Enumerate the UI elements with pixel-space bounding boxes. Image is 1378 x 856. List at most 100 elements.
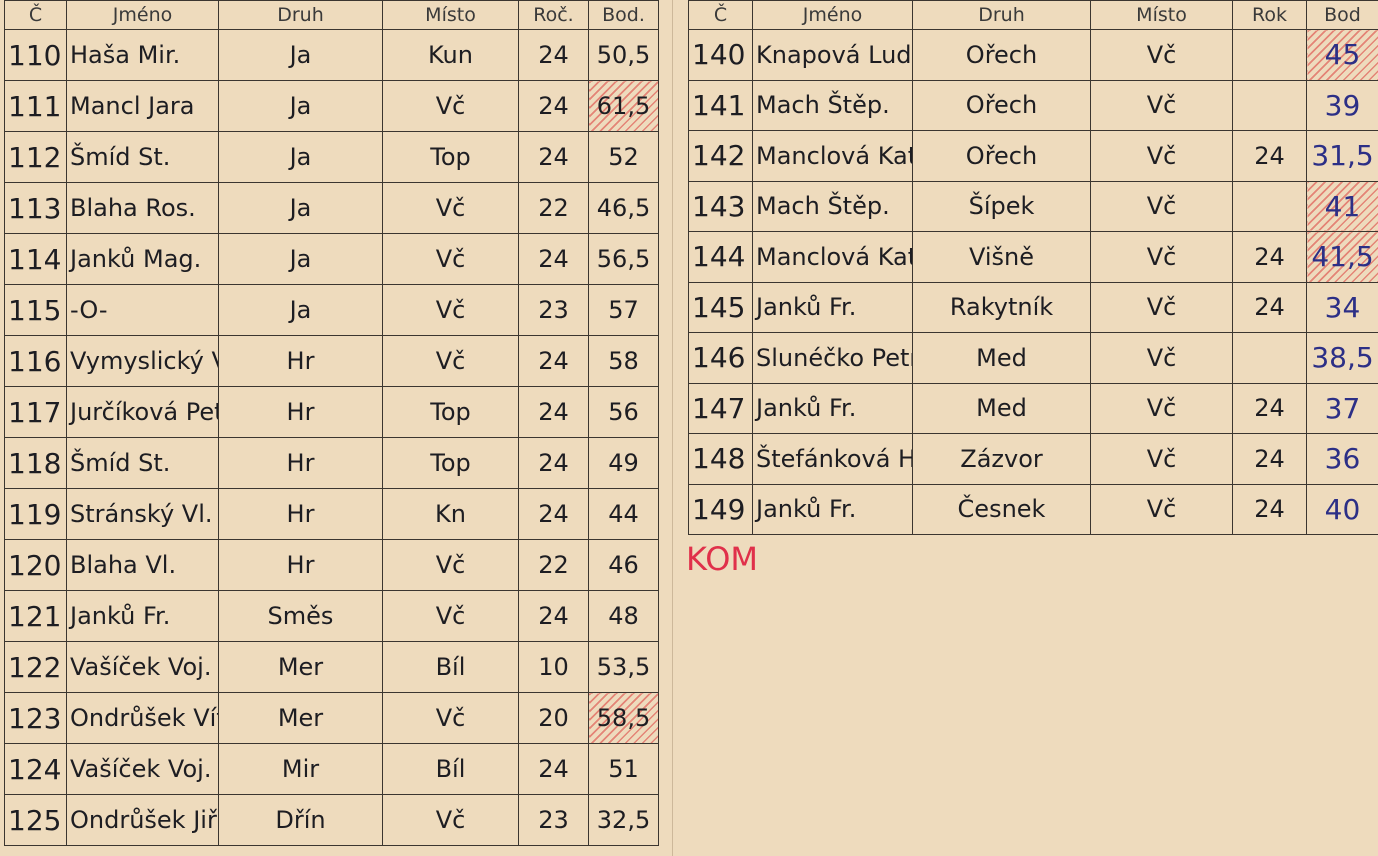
table-cell: Ořech (912, 29, 1091, 81)
table-row: 121 Janků Fr. Směs Vč 24 48 (4, 590, 659, 642)
table-cell: 119 (4, 488, 67, 540)
table-cell: 57 (588, 284, 659, 336)
table-row: 115 -O- Ja Vč 23 57 (4, 284, 659, 336)
column-header: Místo (382, 0, 519, 30)
table-row: 149 Janků Fr. Česnek Vč 24 40 (688, 483, 1378, 535)
table-cell: 45 (1306, 29, 1378, 81)
table-cell: 24 (518, 590, 589, 642)
table-cell: 125 (4, 794, 67, 846)
column-header: Č (4, 0, 67, 30)
table-cell: Vč (1090, 281, 1233, 333)
table-cell: Rakytník (912, 281, 1091, 333)
table-cell: Vč (382, 233, 519, 285)
column-header: Rok (1232, 0, 1307, 30)
table-cell: Med (912, 382, 1091, 434)
table-cell: Vč (1090, 231, 1233, 283)
table-row: 111 Mancl Jara Ja Vč 24 61,5 (4, 80, 659, 132)
table-cell: Šípek (912, 180, 1091, 232)
table-cell: Kun (382, 29, 519, 81)
table-row: 114 Janků Mag. Ja Vč 24 56,5 (4, 233, 659, 285)
table-cell: 146 (688, 332, 753, 384)
table-cell: 24 (518, 80, 589, 132)
table-cell: Vč (382, 590, 519, 642)
table-cell: Blaha Ros. (66, 182, 219, 234)
column-header: Roč. (518, 0, 589, 30)
table-cell: 46,5 (588, 182, 659, 234)
table-cell: 143 (688, 180, 753, 232)
table-cell: Šmíd St. (66, 437, 219, 489)
table-cell: 56 (588, 386, 659, 438)
table-cell: Ja (218, 29, 383, 81)
table-row: 123 Ondrůšek Vít. Mer Vč 20 58,5 (4, 692, 659, 744)
column-header: Druh (218, 0, 383, 30)
table-cell: 53,5 (588, 641, 659, 693)
table-cell: Vč (1090, 433, 1233, 485)
table-cell: Vymyslický Vl. (66, 335, 219, 387)
table-row: 120 Blaha Vl. Hr Vč 22 46 (4, 539, 659, 591)
table-cell: 46 (588, 539, 659, 591)
table-cell: 50,5 (588, 29, 659, 81)
table-cell: 31,5 (1306, 130, 1378, 182)
table-cell: Hr (218, 488, 383, 540)
table-cell: 44 (588, 488, 659, 540)
table-cell: 118 (4, 437, 67, 489)
table-cell: Šmíd St. (66, 131, 219, 183)
table-cell: Vč (1090, 180, 1233, 232)
table-cell: Ondrůšek Jiří (66, 794, 219, 846)
table-cell: 38,5 (1306, 332, 1378, 384)
table-cell (1232, 29, 1307, 81)
table-cell: 24 (518, 488, 589, 540)
table-cell (1232, 79, 1307, 131)
table-cell: Vč (382, 182, 519, 234)
table-cell: 149 (688, 483, 753, 535)
table-cell: Ořech (912, 79, 1091, 131)
table-cell: 24 (1232, 433, 1307, 485)
table-cell: 24 (518, 233, 589, 285)
table-cell: Dřín (218, 794, 383, 846)
table-row: 110 Haša Mir. Ja Kun 24 50,5 (4, 29, 659, 81)
table-cell: 120 (4, 539, 67, 591)
table-cell: 61,5 (588, 80, 659, 132)
table-cell: Haša Mir. (66, 29, 219, 81)
table-cell: Vč (382, 335, 519, 387)
table-cell: -O- (66, 284, 219, 336)
table-cell (1232, 332, 1307, 384)
table-cell: Bíl (382, 743, 519, 795)
table-cell: 48 (588, 590, 659, 642)
table-cell: Vč (1090, 130, 1233, 182)
table-cell: Top (382, 386, 519, 438)
table-cell: 39 (1306, 79, 1378, 131)
left-table: Č Jméno Druh Místo Roč. Bod. 110 Haša Mir. Ja Kun… (4, 0, 659, 846)
table-cell: Mach Štěp. (752, 79, 913, 131)
table-cell: 41 (1306, 180, 1378, 232)
table-cell: Vč (382, 80, 519, 132)
table-cell: 41,5 (1306, 231, 1378, 283)
table-row: 140 Knapová Lud. Ořech Vč 45 (688, 29, 1378, 81)
table-row: 147 Janků Fr. Med Vč 24 37 (688, 382, 1378, 434)
table-cell: Manclová Kat. (752, 130, 913, 182)
table-cell: 24 (518, 743, 589, 795)
table-cell: 123 (4, 692, 67, 744)
table-cell: Ja (218, 131, 383, 183)
table-cell: 140 (688, 29, 753, 81)
table-cell: 24 (1232, 483, 1307, 535)
table-row: 119 Stránský Vl. Hr Kn 24 44 (4, 488, 659, 540)
table-cell: Hr (218, 539, 383, 591)
table-cell: 49 (588, 437, 659, 489)
table-cell: Mer (218, 692, 383, 744)
table-cell: 148 (688, 433, 753, 485)
table-row: 118 Šmíd St. Hr Top 24 49 (4, 437, 659, 489)
table-cell: 32,5 (588, 794, 659, 846)
table-cell: 24 (518, 335, 589, 387)
table-cell: 51 (588, 743, 659, 795)
table-cell: 20 (518, 692, 589, 744)
table-cell: Janků Fr. (752, 281, 913, 333)
table-row: 148 Štefánková H. Zázvor Vč 24 36 (688, 433, 1378, 485)
table-cell: 124 (4, 743, 67, 795)
table-cell: Ja (218, 182, 383, 234)
table-cell: Hr (218, 437, 383, 489)
table-row: 143 Mach Štěp. Šípek Vč 41 (688, 180, 1378, 232)
table-cell: 122 (4, 641, 67, 693)
